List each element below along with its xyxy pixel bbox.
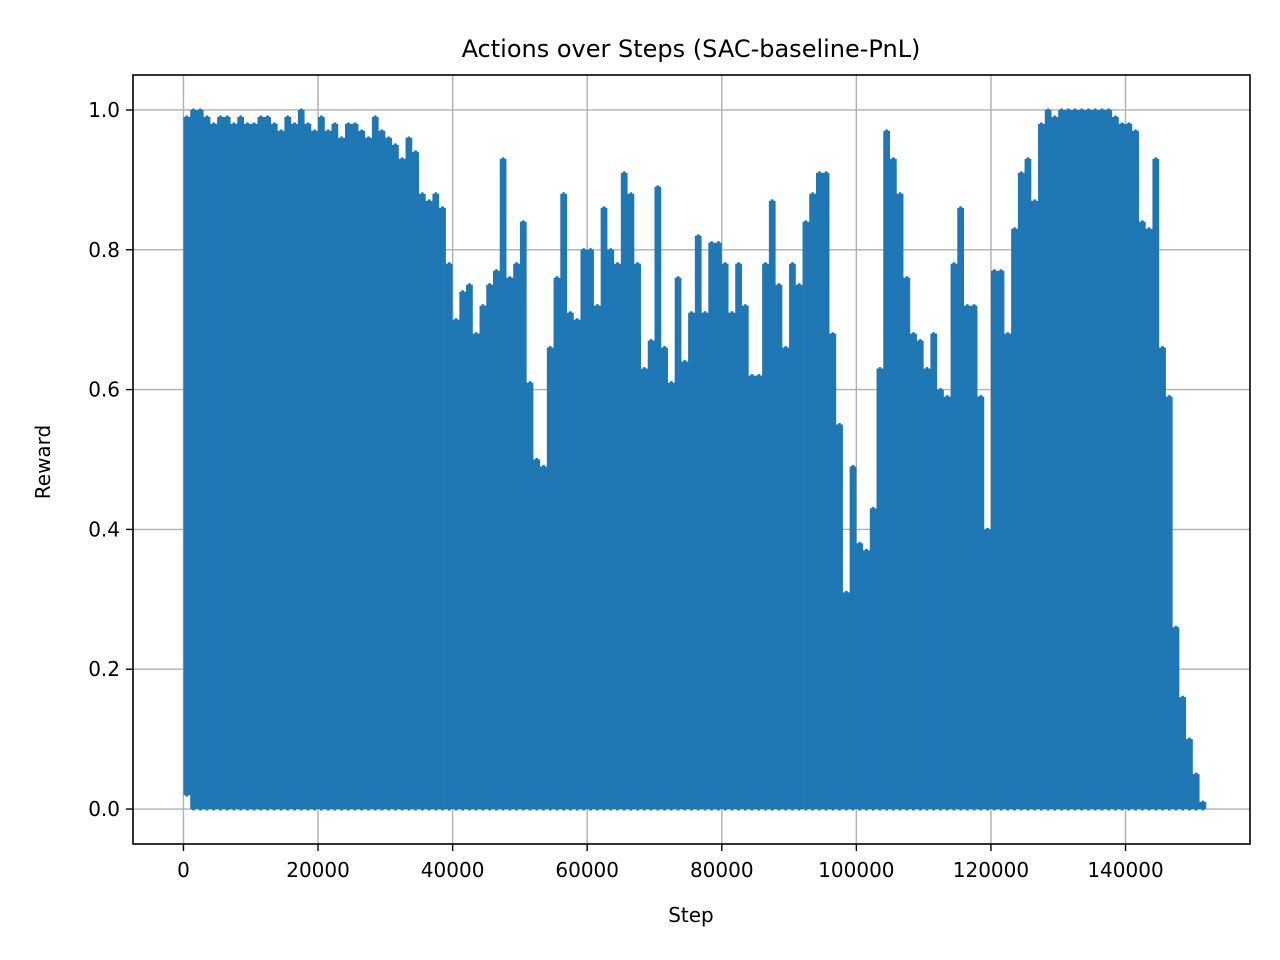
- x-tick-label: 120000: [953, 858, 1029, 882]
- y-tick-label: 1.0: [88, 98, 120, 122]
- x-tick-label: 140000: [1087, 858, 1163, 882]
- series-line: [183, 108, 1207, 811]
- y-tick-label: 0.4: [88, 517, 120, 541]
- chart-title: Actions over Steps (SAC-baseline-PnL): [462, 35, 921, 63]
- x-tick-label: 100000: [818, 858, 894, 882]
- x-axis: 0 20000 40000 60000 80000 100000 120000 140000: [177, 844, 1164, 882]
- series-layer: [183, 108, 1207, 811]
- y-tick-label: 0.0: [88, 797, 120, 821]
- y-axis-label: Reward: [31, 425, 55, 499]
- series-body: [183, 109, 1207, 810]
- x-tick-label: 80000: [690, 858, 754, 882]
- x-tick-label: 40000: [421, 858, 485, 882]
- y-tick-label: 0.8: [88, 238, 120, 262]
- y-tick-label: 0.6: [88, 378, 120, 402]
- x-tick-label: 0: [177, 858, 190, 882]
- y-tick-label: 0.2: [88, 657, 120, 681]
- plot-frame: [132, 74, 1251, 845]
- x-tick-label: 60000: [555, 858, 619, 882]
- x-axis-label: Step: [668, 903, 714, 927]
- y-axis: 0.0 0.2 0.4 0.6 0.8 1.0: [88, 98, 133, 821]
- x-tick-label: 20000: [286, 858, 350, 882]
